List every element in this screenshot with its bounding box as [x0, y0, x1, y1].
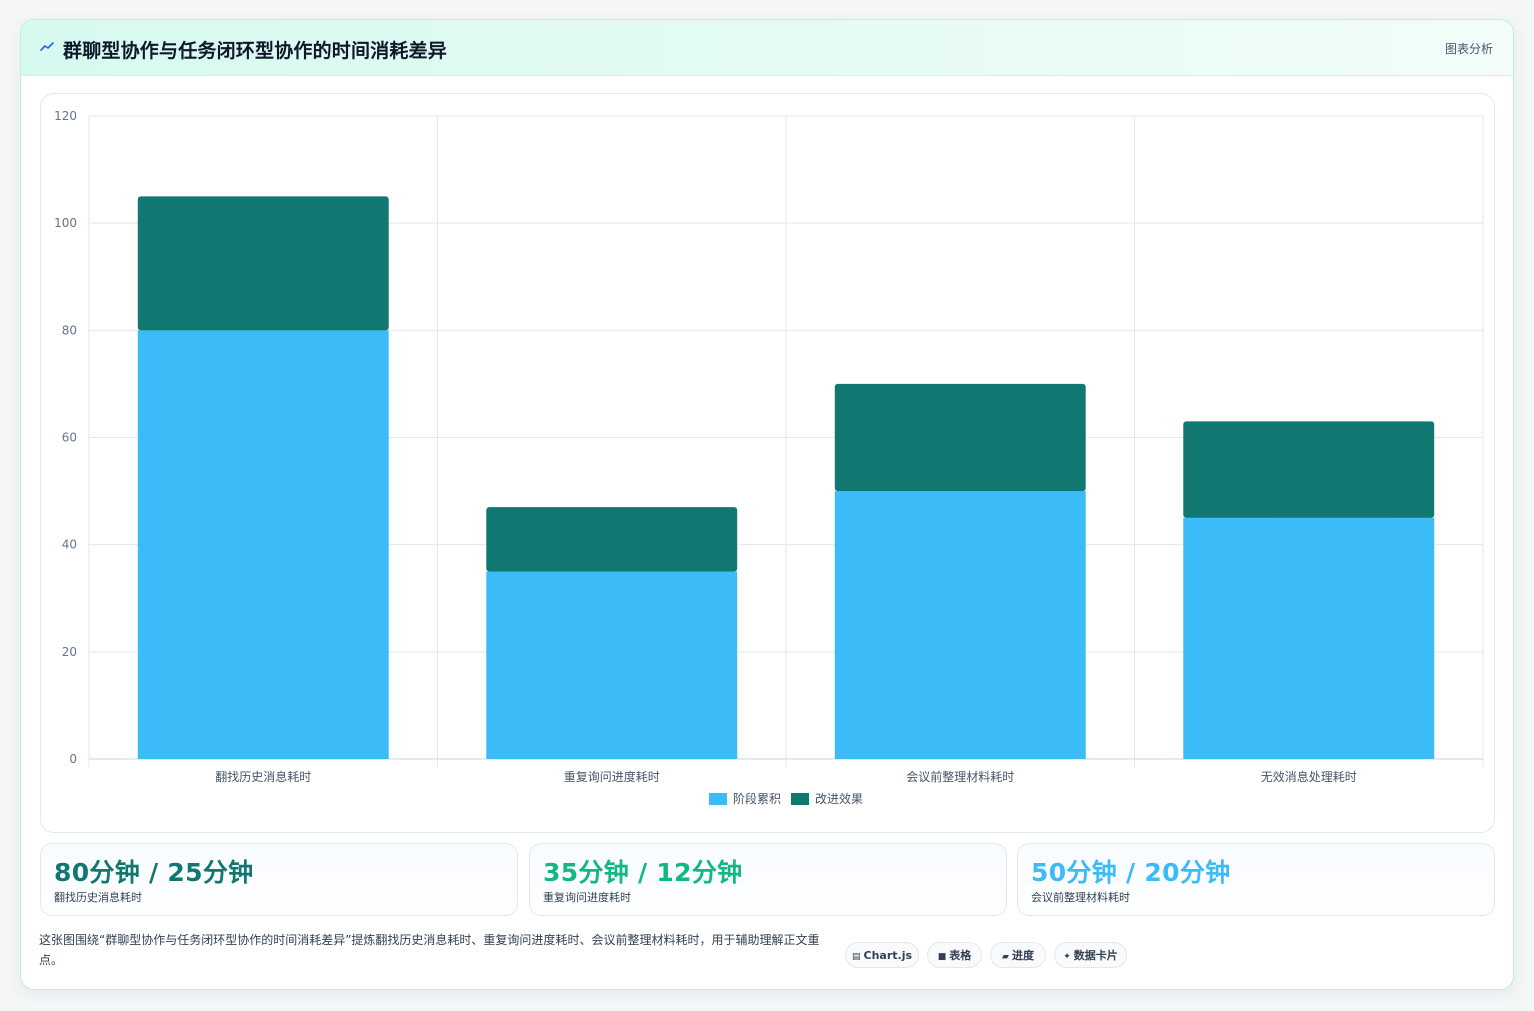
legend-swatch	[791, 793, 809, 805]
y-tick-label: 60	[62, 431, 77, 445]
stat-value: 50分钟 / 20分钟	[1031, 858, 1231, 887]
stat-card: 80分钟 / 25分钟 翻找历史消息耗时	[40, 843, 518, 916]
tag-label: 进度	[1011, 949, 1034, 962]
y-tick-label: 100	[54, 216, 77, 230]
tag-label: 表格	[949, 949, 972, 962]
x-tick-label: 重复询问进度耗时	[564, 769, 660, 784]
y-tick-label: 40	[62, 538, 77, 552]
stat-cards: 80分钟 / 25分钟 翻找历史消息耗时 35分钟 / 12分钟 重复询问进度耗…	[40, 843, 1495, 916]
stat-card: 35分钟 / 12分钟 重复询问进度耗时	[529, 843, 1007, 916]
page-title: 群聊型协作与任务闭环型协作的时间消耗差异	[63, 40, 448, 62]
bar-segment	[834, 383, 1086, 492]
bar-segment	[1183, 421, 1435, 518]
tag-table[interactable]: ■ 表格	[927, 942, 982, 968]
chart-icon: ▤	[851, 952, 861, 962]
tag-progress[interactable]: ▰ 进度	[990, 942, 1046, 968]
legend-label: 阶段累积	[733, 791, 781, 806]
stat-label: 翻找历史消息耗时	[54, 891, 142, 904]
x-tick-label: 无效消息处理耗时	[1261, 769, 1357, 784]
y-tick-label: 20	[62, 645, 77, 659]
bar-segment	[486, 571, 738, 759]
chart-caption: 这张图围绕“群聊型协作与任务闭环型协作的时间消耗差异”提炼翻找历史消息耗时、重复…	[39, 933, 820, 967]
trend-icon	[40, 42, 54, 51]
stat-label: 会议前整理材料耗时	[1031, 891, 1130, 904]
bar-segment	[1183, 517, 1435, 759]
bar-chart: 0 20 40 60 80 100 120 翻找历史消息耗时 重复询问进度耗时 会议前整理材料耗时…	[54, 109, 1484, 806]
table-icon: ■	[937, 952, 947, 962]
y-tick-label: 120	[54, 109, 77, 123]
bar-segment	[137, 330, 389, 759]
y-tick-label: 80	[62, 323, 77, 337]
bar-segment	[137, 196, 389, 331]
stat-value: 80分钟 / 25分钟	[54, 858, 254, 887]
chart-card: 群聊型协作与任务闭环型协作的时间消耗差异 图表分析 0 20 40 60 80 100 12…	[20, 19, 1514, 990]
stat-value: 35分钟 / 12分钟	[543, 858, 743, 887]
card-icon: ✦	[1063, 952, 1071, 962]
legend-label: 改进效果	[815, 791, 863, 806]
tag-data-card[interactable]: ✦ 数据卡片	[1054, 942, 1127, 968]
chart-container: 0 20 40 60 80 100 120 翻找历史消息耗时 重复询问进度耗时 会议前整理材料耗时…	[40, 93, 1495, 833]
x-tick-label: 翻找历史消息耗时	[215, 769, 311, 784]
x-tick-label: 会议前整理材料耗时	[906, 769, 1014, 784]
chart-analysis-link[interactable]: 图表分析	[1444, 42, 1493, 56]
bar-segment	[834, 491, 1086, 759]
progress-icon: ▰	[1002, 952, 1009, 962]
stat-label: 重复询问进度耗时	[543, 891, 631, 904]
stat-card: 50分钟 / 20分钟 会议前整理材料耗时	[1017, 843, 1495, 916]
tag-chartjs[interactable]: ▤ Chart.js	[845, 942, 919, 968]
tag-label: Chart.js	[863, 949, 913, 962]
legend-swatch	[709, 793, 727, 805]
bar-segment	[486, 507, 738, 572]
y-tick-label: 0	[69, 752, 77, 766]
tag-label: 数据卡片	[1073, 949, 1118, 962]
card-header: 群聊型协作与任务闭环型协作的时间消耗差异 图表分析	[21, 20, 1513, 76]
